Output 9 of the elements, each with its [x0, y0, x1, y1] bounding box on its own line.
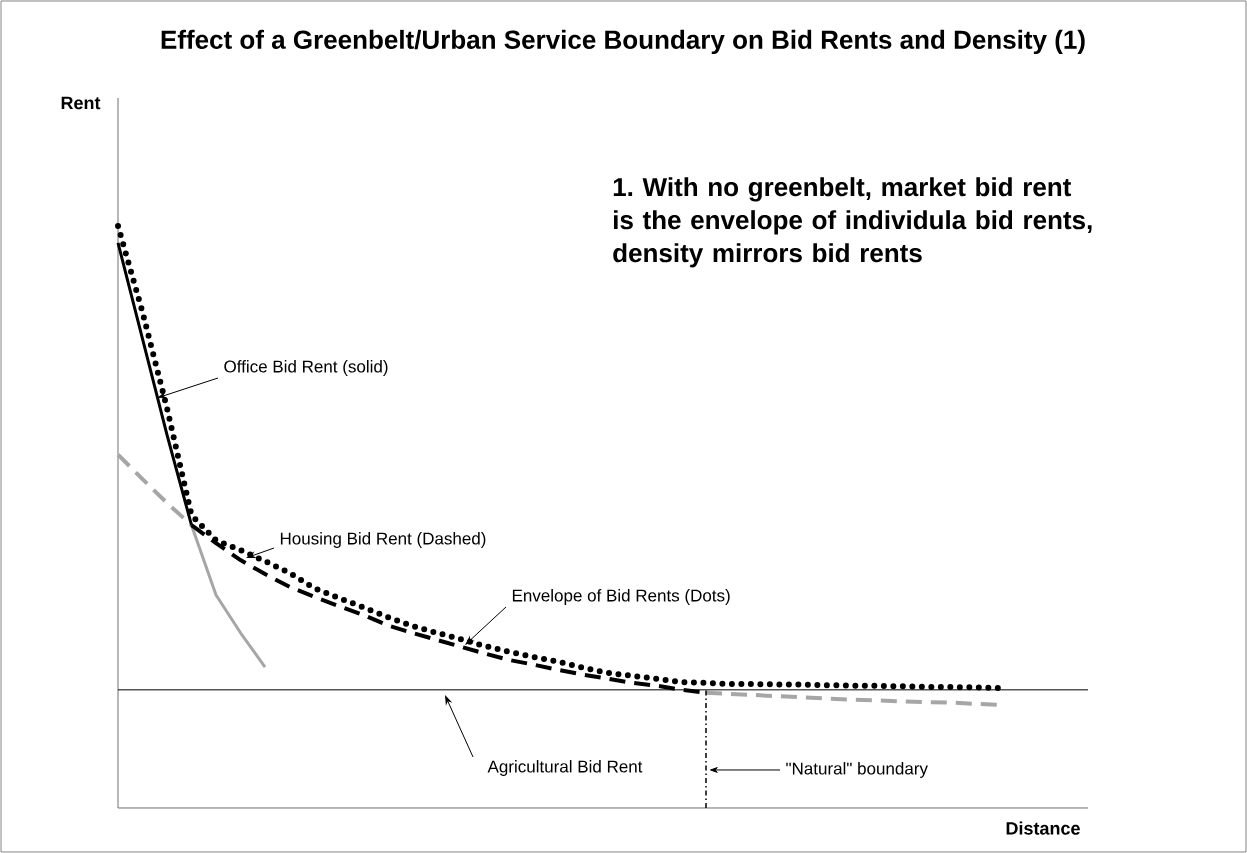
annotation: "Natural" boundary	[786, 762, 928, 778]
annotation: Envelope of Bid Rents (Dots)	[512, 589, 730, 605]
annotation: 1. With no greenbelt, market bid rent is the envelope of individula bid rents, density mirrors bid rents	[613, 177, 1092, 268]
annotation: Agricultural Bid Rent	[487, 760, 643, 776]
text: Rent	[61, 96, 101, 110]
x-axis-title: Distance	[1006, 821, 1080, 835]
annotation: Office Bid Rent (solid)	[224, 360, 388, 376]
annotation: Housing Bid Rent (Dashed)	[280, 532, 486, 548]
chart-title: Effect of a Greenbelt/Urban Service Boundary on Bid Rents and Density (1)	[161, 29, 1085, 55]
